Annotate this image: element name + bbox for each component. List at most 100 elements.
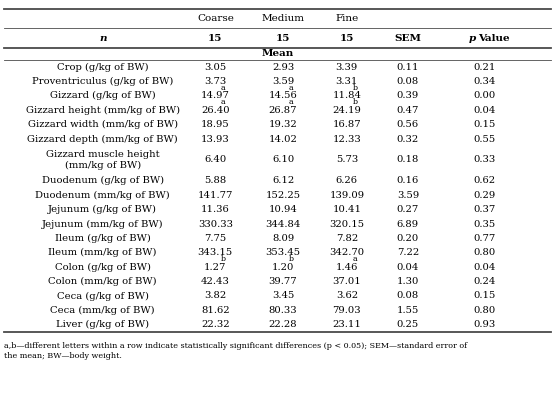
Text: 39.77: 39.77 <box>269 277 297 286</box>
Text: 0.08: 0.08 <box>397 77 419 86</box>
Text: 0.77: 0.77 <box>473 234 496 243</box>
Text: 7.75: 7.75 <box>204 234 226 243</box>
Text: 3.45: 3.45 <box>272 292 294 301</box>
Text: 0.04: 0.04 <box>397 263 419 272</box>
Text: 5.88: 5.88 <box>204 177 226 185</box>
Text: 0.33: 0.33 <box>473 156 496 164</box>
Text: a: a <box>289 84 294 92</box>
Text: Crop (g/kg of BW): Crop (g/kg of BW) <box>57 62 149 72</box>
Text: 344.84: 344.84 <box>265 220 301 228</box>
Text: 6.10: 6.10 <box>272 156 294 164</box>
Text: Proventriculus (g/kg of BW): Proventriculus (g/kg of BW) <box>32 77 173 86</box>
Text: Gizzard depth (mm/kg of BW): Gizzard depth (mm/kg of BW) <box>27 134 178 144</box>
Text: 14.56: 14.56 <box>269 92 297 100</box>
Text: Jejunum (mm/kg of BW): Jejunum (mm/kg of BW) <box>42 220 164 229</box>
Text: 0.34: 0.34 <box>473 77 496 86</box>
Text: 18.95: 18.95 <box>201 120 230 129</box>
Text: 0.37: 0.37 <box>473 205 496 214</box>
Text: 37.01: 37.01 <box>332 277 361 286</box>
Text: a,b—different letters within a row indicate statistically significant difference: a,b—different letters within a row indic… <box>4 342 467 360</box>
Text: 0.15: 0.15 <box>473 120 496 129</box>
Text: 0.08: 0.08 <box>397 292 419 301</box>
Text: Ceca (g/kg of BW): Ceca (g/kg of BW) <box>57 291 149 301</box>
Text: 139.09: 139.09 <box>329 191 365 200</box>
Text: 80.33: 80.33 <box>269 306 297 315</box>
Text: a: a <box>352 255 357 263</box>
Text: 0.39: 0.39 <box>397 92 419 100</box>
Text: 2.93: 2.93 <box>272 63 294 72</box>
Text: 0.47: 0.47 <box>397 106 419 115</box>
Text: 7.82: 7.82 <box>336 234 358 243</box>
Text: 0.16: 0.16 <box>397 177 419 185</box>
Text: 11.36: 11.36 <box>201 205 230 214</box>
Text: 15: 15 <box>276 34 290 43</box>
Text: 12.33: 12.33 <box>332 134 361 143</box>
Text: 0.04: 0.04 <box>473 106 496 115</box>
Text: 342.70: 342.70 <box>329 248 365 257</box>
Text: n: n <box>99 34 107 43</box>
Text: 1.27: 1.27 <box>204 263 226 272</box>
Text: 16.87: 16.87 <box>332 120 361 129</box>
Text: 42.43: 42.43 <box>201 277 230 286</box>
Text: 343.15: 343.15 <box>198 248 233 257</box>
Text: 0.00: 0.00 <box>473 92 496 100</box>
Text: 6.12: 6.12 <box>272 177 294 185</box>
Text: Duodenum (g/kg of BW): Duodenum (g/kg of BW) <box>42 176 164 185</box>
Text: 0.15: 0.15 <box>473 292 496 301</box>
Text: 10.41: 10.41 <box>332 205 361 214</box>
Text: Medium: Medium <box>261 14 305 23</box>
Text: Duodenum (mm/kg of BW): Duodenum (mm/kg of BW) <box>36 191 170 200</box>
Text: Coarse: Coarse <box>197 14 234 23</box>
Text: 3.62: 3.62 <box>336 292 358 301</box>
Text: 0.55: 0.55 <box>473 134 496 143</box>
Text: 0.27: 0.27 <box>397 205 419 214</box>
Text: 3.31: 3.31 <box>336 77 358 86</box>
Text: 15: 15 <box>340 34 354 43</box>
Text: 3.59: 3.59 <box>397 191 419 200</box>
Text: Fine: Fine <box>335 14 359 23</box>
Text: b: b <box>352 98 357 106</box>
Text: Gizzard (g/kg of BW): Gizzard (g/kg of BW) <box>50 91 155 100</box>
Text: Jejunum (g/kg of BW): Jejunum (g/kg of BW) <box>48 205 157 214</box>
Text: b: b <box>289 255 294 263</box>
Text: 6.40: 6.40 <box>204 156 226 164</box>
Text: 7.22: 7.22 <box>397 248 419 257</box>
Text: a: a <box>221 98 226 106</box>
Text: 0.21: 0.21 <box>473 63 496 72</box>
Text: 26.40: 26.40 <box>201 106 230 115</box>
Text: p: p <box>468 34 476 43</box>
Text: 1.30: 1.30 <box>397 277 419 286</box>
Text: 0.11: 0.11 <box>397 63 419 72</box>
Text: 8.09: 8.09 <box>272 234 294 243</box>
Text: 353.45: 353.45 <box>265 248 301 257</box>
Text: 0.20: 0.20 <box>397 234 419 243</box>
Text: 15: 15 <box>208 34 223 43</box>
Text: Liver (g/kg of BW): Liver (g/kg of BW) <box>56 320 149 329</box>
Text: b: b <box>352 84 357 92</box>
Text: a: a <box>221 84 226 92</box>
Text: 0.62: 0.62 <box>473 177 496 185</box>
Text: 3.39: 3.39 <box>336 63 358 72</box>
Text: a: a <box>289 98 294 106</box>
Text: 13.93: 13.93 <box>201 134 230 143</box>
Text: 14.97: 14.97 <box>201 92 230 100</box>
Text: Ileum (mm/kg of BW): Ileum (mm/kg of BW) <box>48 248 157 258</box>
Text: 26.87: 26.87 <box>269 106 297 115</box>
Text: Ileum (g/kg of BW): Ileum (g/kg of BW) <box>55 234 150 243</box>
Text: 79.03: 79.03 <box>332 306 361 315</box>
Text: 81.62: 81.62 <box>201 306 230 315</box>
Text: 0.18: 0.18 <box>397 156 419 164</box>
Text: Mean: Mean <box>261 49 294 58</box>
Text: 0.80: 0.80 <box>473 248 496 257</box>
Text: 22.28: 22.28 <box>269 320 297 329</box>
Text: Value: Value <box>478 34 509 43</box>
Text: 11.84: 11.84 <box>332 92 361 100</box>
Text: SEM: SEM <box>395 34 421 43</box>
Text: 5.73: 5.73 <box>336 156 358 164</box>
Text: 14.02: 14.02 <box>269 134 297 143</box>
Text: 0.93: 0.93 <box>473 320 496 329</box>
Text: b: b <box>221 255 226 263</box>
Text: Gizzard height (mm/kg of BW): Gizzard height (mm/kg of BW) <box>26 106 180 115</box>
Text: 0.35: 0.35 <box>473 220 496 228</box>
Text: 6.89: 6.89 <box>397 220 419 228</box>
